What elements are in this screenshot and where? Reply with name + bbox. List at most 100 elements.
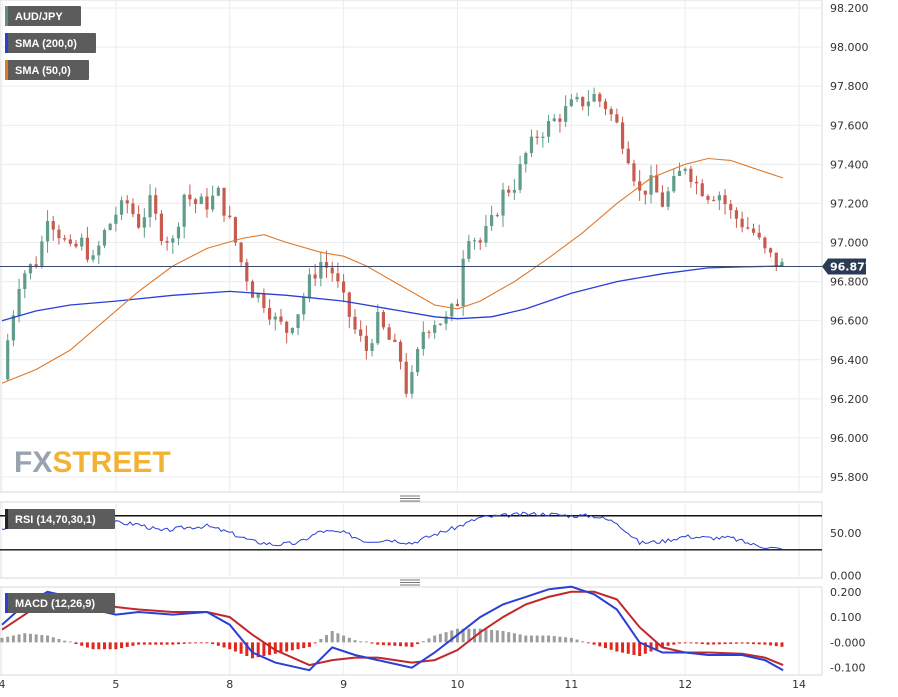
candle	[154, 187, 158, 221]
macd-histogram-bar	[501, 631, 505, 643]
macd-panel-frame	[0, 586, 823, 676]
candle-body	[615, 114, 619, 123]
candle	[444, 311, 448, 331]
candle	[546, 114, 551, 143]
candle	[575, 92, 579, 103]
macd-tick-label: 0.100	[830, 611, 862, 624]
legend-macd[interactable]: MACD (12,26,9)	[5, 593, 115, 613]
candle-body	[159, 213, 164, 242]
candle-body	[410, 372, 414, 394]
legend-item-sma50[interactable]: SMA (50,0)	[5, 60, 89, 80]
macd-histogram-bar	[757, 642, 761, 645]
macd-histogram-bar	[347, 637, 351, 643]
rsi-resize-handle[interactable]	[400, 495, 420, 502]
rsi-tick-label: 50.00	[830, 527, 862, 540]
candle	[28, 263, 33, 280]
candle	[740, 211, 744, 233]
macd-histogram-bar	[655, 642, 659, 650]
candle	[746, 217, 750, 230]
macd-histogram-bar	[114, 642, 118, 650]
candle	[171, 235, 175, 254]
candle	[23, 270, 27, 299]
candle-body	[273, 316, 277, 320]
macd-histogram-bar	[643, 642, 647, 654]
macd-histogram-bar	[700, 642, 704, 645]
candle-body	[336, 273, 340, 282]
candle-body	[131, 203, 135, 215]
rsi-tick-label: 0.000	[830, 569, 862, 582]
candle	[666, 187, 670, 211]
candle	[131, 198, 135, 218]
candle-body	[370, 343, 374, 351]
last-price-marker: 96.877	[0, 258, 872, 275]
candle	[245, 258, 249, 291]
candle-body	[689, 168, 693, 182]
candle	[501, 182, 505, 227]
macd-histogram-bar	[524, 635, 528, 643]
panel-resize-handles[interactable]	[400, 495, 420, 586]
candle-body	[142, 217, 146, 228]
candle	[182, 193, 186, 239]
candle	[222, 187, 226, 222]
macd-resize-handle[interactable]	[400, 579, 420, 586]
candle-body	[125, 200, 129, 204]
legend-item-sma200[interactable]: SMA (200,0)	[5, 33, 96, 53]
candle	[68, 234, 72, 247]
candle-body	[666, 191, 670, 207]
candle-body	[45, 221, 50, 242]
macd-histogram-bar	[68, 641, 72, 643]
macd-histogram-bar	[239, 642, 243, 654]
candle-body	[757, 232, 761, 238]
macd-histogram-bar	[40, 634, 44, 643]
macd-histogram-bar	[11, 635, 15, 643]
candle	[763, 236, 767, 254]
candle	[689, 165, 693, 188]
legend-item-audjpy[interactable]: AUD/JPY	[5, 6, 81, 26]
date-tick-label: 8	[226, 678, 233, 691]
candle	[17, 278, 21, 323]
candle	[193, 197, 198, 214]
candle	[341, 273, 346, 303]
rsi-series	[0, 511, 822, 551]
macd-histogram-bar	[547, 635, 551, 643]
candle	[694, 175, 699, 195]
candle-body	[387, 327, 391, 340]
macd-histogram-bar	[660, 642, 664, 647]
candle-body	[154, 195, 158, 214]
price-tick-label: 96.600	[830, 315, 869, 328]
candle-body	[182, 194, 186, 227]
date-tick-label: 10	[450, 678, 464, 691]
macd-histogram-bar	[262, 642, 266, 657]
macd-histogram-bar	[723, 642, 727, 645]
legend-rsi[interactable]: RSI (14,70,30,1)	[5, 509, 115, 529]
macd-histogram-bar	[273, 642, 277, 654]
macd-histogram-bar	[102, 642, 106, 650]
candle	[137, 205, 141, 230]
candle	[461, 250, 465, 316]
macd-histogram-bar	[165, 642, 169, 645]
macd-tick-label: -0.000	[830, 636, 865, 649]
candle-body	[359, 329, 363, 336]
candle	[706, 194, 710, 204]
candle	[359, 320, 363, 342]
macd-histogram-bar	[251, 642, 255, 659]
candle-body	[239, 242, 243, 263]
candle-body	[694, 181, 699, 184]
macd-histogram-bar	[6, 636, 10, 643]
macd-signal-line	[1, 590, 784, 667]
candle-body	[438, 323, 442, 326]
candle-body	[603, 101, 608, 110]
macd-histogram-bar	[495, 630, 499, 643]
macd-histogram-bar	[706, 642, 710, 645]
candle	[285, 320, 289, 344]
candle	[381, 310, 386, 330]
candle	[296, 313, 300, 336]
candle-body	[717, 195, 721, 201]
candle-body	[455, 303, 460, 306]
macd-histogram-bar	[171, 642, 175, 645]
legend-label-macd: MACD (12,26,9)	[15, 598, 95, 610]
macd-histogram-bar	[746, 642, 750, 644]
candle	[484, 214, 488, 248]
candle-body	[478, 240, 482, 243]
